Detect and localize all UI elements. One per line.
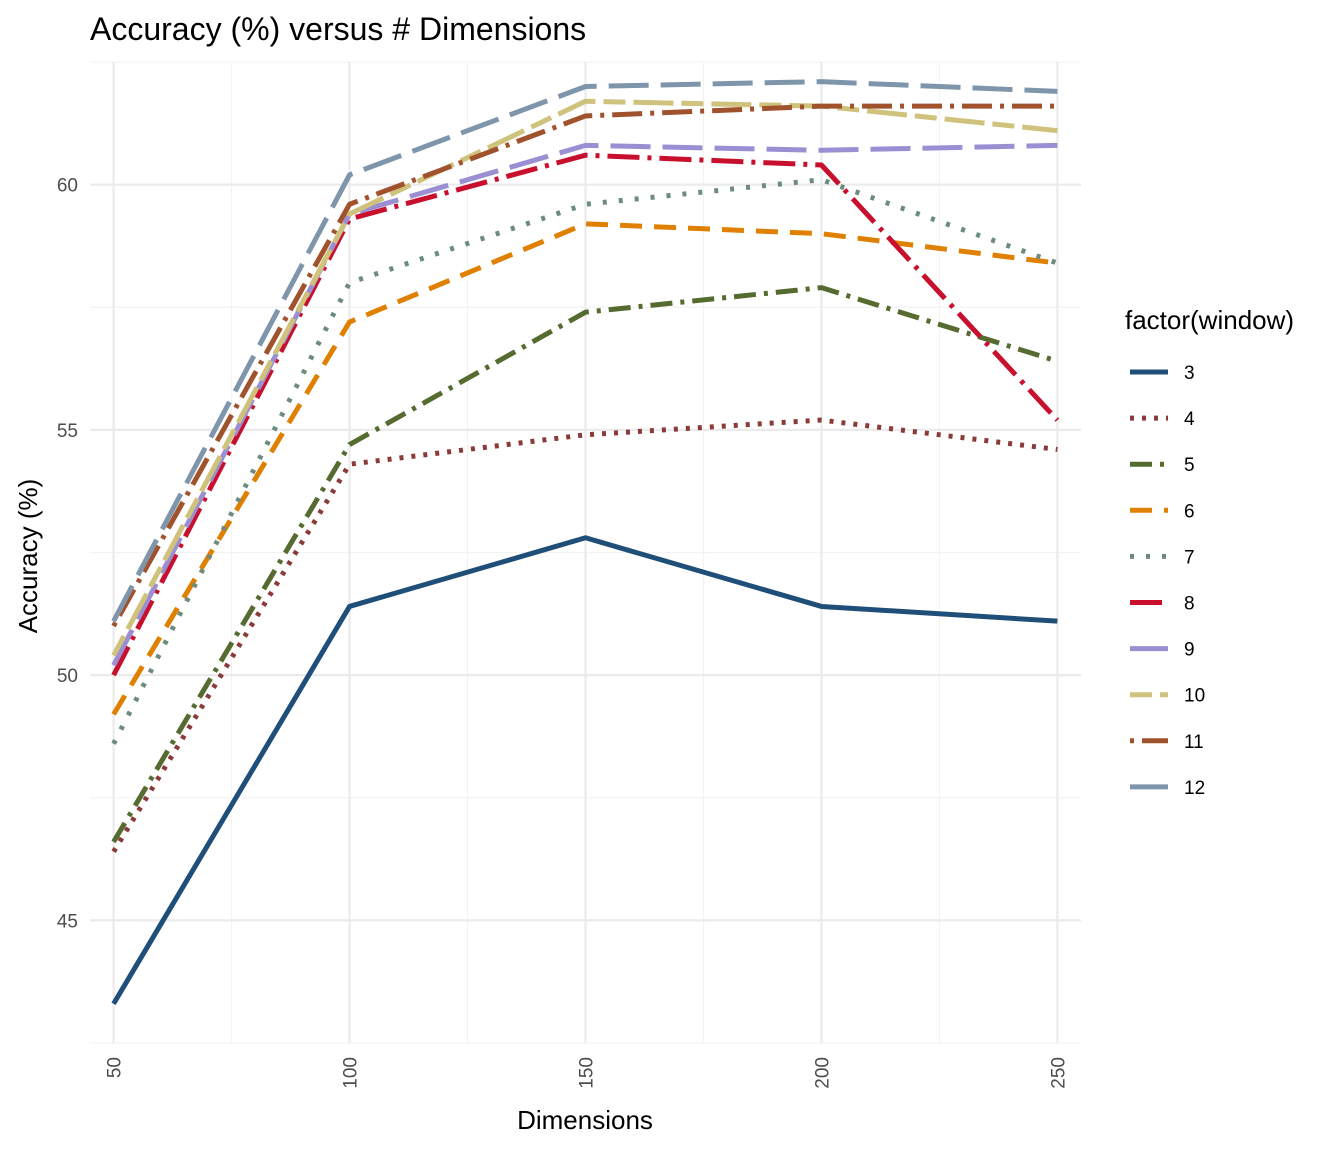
y-axis-title: Accuracy (%): [13, 479, 43, 634]
legend-label-12: 12: [1184, 778, 1205, 799]
x-tick-label: 150: [577, 1057, 598, 1089]
y-tick-label: 55: [57, 421, 78, 442]
series-line-window-11: [111, 103, 1058, 628]
legend-label-6: 6: [1184, 501, 1195, 522]
legend-label-4: 4: [1184, 409, 1195, 430]
legend-label-10: 10: [1184, 686, 1205, 707]
legend-label-11: 11: [1184, 732, 1204, 753]
series-line-window-6: [111, 221, 1058, 716]
x-tick-label: 200: [812, 1057, 833, 1089]
series-line-window-4: [111, 417, 1058, 854]
series-line-window-12: [111, 79, 1058, 623]
legend-label-8: 8: [1184, 594, 1195, 615]
legend-items: 3 4 5 6 7 8 9 10 11 12: [1130, 363, 1205, 799]
x-tick-label: 250: [1048, 1057, 1069, 1089]
legend-title: factor(window): [1125, 305, 1294, 335]
series-line-window-3: [111, 535, 1058, 1006]
y-tick-label: 60: [57, 176, 78, 197]
legend-label-3: 3: [1184, 363, 1195, 384]
legend-label-5: 5: [1184, 455, 1195, 476]
x-axis-ticks: 50 100 150 200 250: [105, 1057, 1070, 1089]
x-tick-label: 50: [105, 1057, 126, 1078]
series-line-window-10: [111, 98, 1058, 657]
series-line-window-8: [111, 152, 1060, 677]
series-layer: [111, 79, 1060, 1006]
grid: [90, 61, 1081, 1044]
y-tick-label: 50: [57, 666, 78, 687]
legend: factor(window) 3 4 5 6 7 8 9 10 11 12: [1125, 305, 1294, 799]
x-axis-title: Dimensions: [517, 1105, 653, 1135]
chart-title: Accuracy (%) versus # Dimensions: [90, 11, 586, 47]
y-axis-ticks: 45 50 55 60: [57, 176, 78, 933]
series-line-window-5: [111, 285, 1059, 844]
legend-label-7: 7: [1184, 547, 1195, 568]
x-tick-label: 100: [341, 1057, 362, 1089]
legend-label-9: 9: [1184, 640, 1195, 661]
y-tick-label: 45: [57, 911, 78, 932]
